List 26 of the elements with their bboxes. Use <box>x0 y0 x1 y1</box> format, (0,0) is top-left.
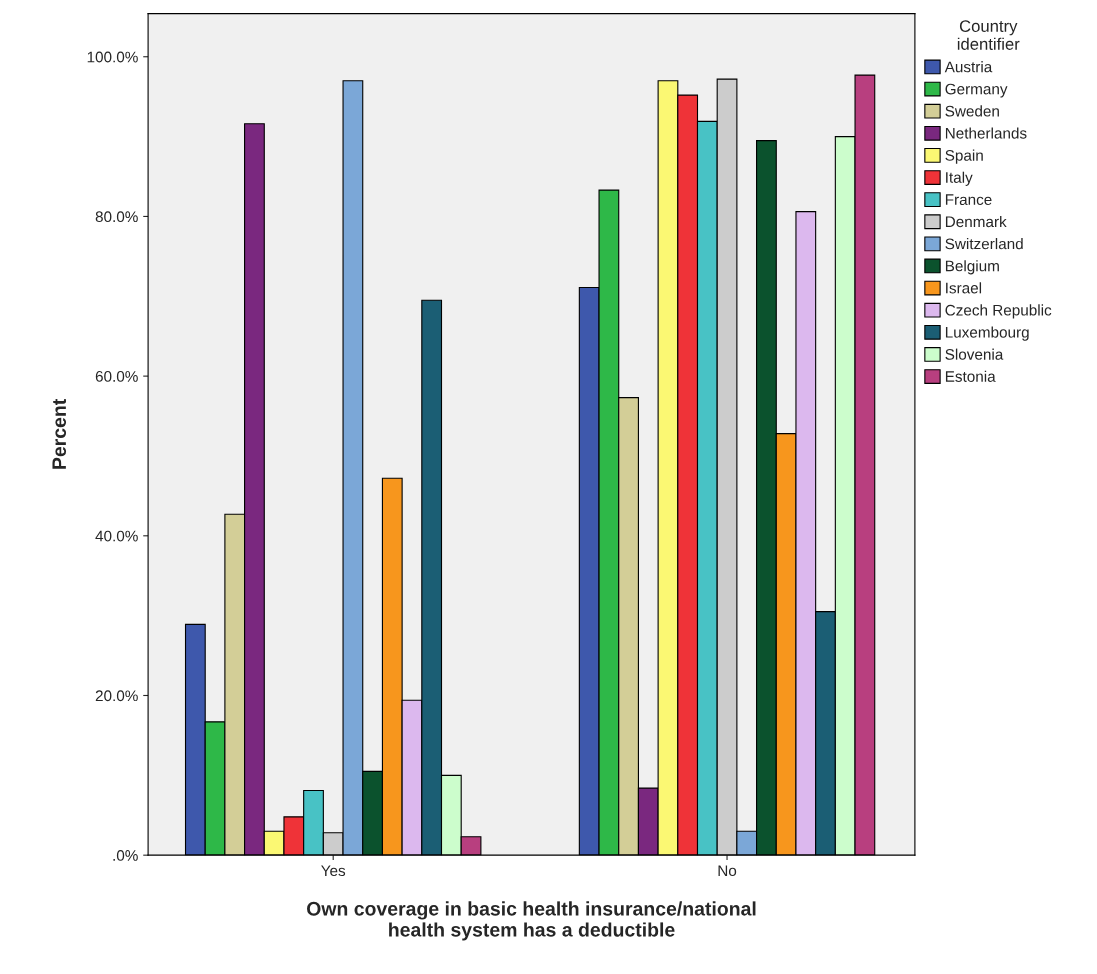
x-tick-label: Yes <box>321 865 346 877</box>
legend-label: Czech Republic <box>945 304 1052 319</box>
legend-label: France <box>945 194 992 206</box>
y-tick-label: .0% <box>113 850 138 861</box>
legend-label: Luxembourg <box>945 326 1029 341</box>
y-tick-label: 40.0% <box>95 530 138 542</box>
legend-label: Switzerland <box>945 238 1023 250</box>
y-tick-label: 60.0% <box>95 370 138 382</box>
x-tick-label: No <box>718 865 737 877</box>
legend-label: Slovenia <box>945 348 1004 360</box>
legend-label: Spain <box>945 149 983 164</box>
legend-label: Denmark <box>945 215 1007 228</box>
legend-label: Israel <box>946 282 982 294</box>
legend-label: Italy <box>946 171 973 186</box>
x-axis-title: Own coverage in basic health insurance/national health system has a deductible <box>307 901 756 941</box>
y-axis-title: Percent <box>52 398 67 469</box>
legend-label: Germany <box>945 83 1008 98</box>
legend-label: Austria <box>944 61 993 73</box>
y-tick-label: 80.0% <box>95 211 138 223</box>
legend-label: Sweden <box>945 105 999 117</box>
y-tick-label: 20.0% <box>95 690 138 702</box>
legend-label: Netherlands <box>945 127 1027 139</box>
y-tick-label: 100.0% <box>87 51 138 63</box>
legend-label: Estonia <box>945 370 996 382</box>
legend-label: Belgium <box>945 260 999 275</box>
legend-title: Country identifier <box>957 20 1020 50</box>
